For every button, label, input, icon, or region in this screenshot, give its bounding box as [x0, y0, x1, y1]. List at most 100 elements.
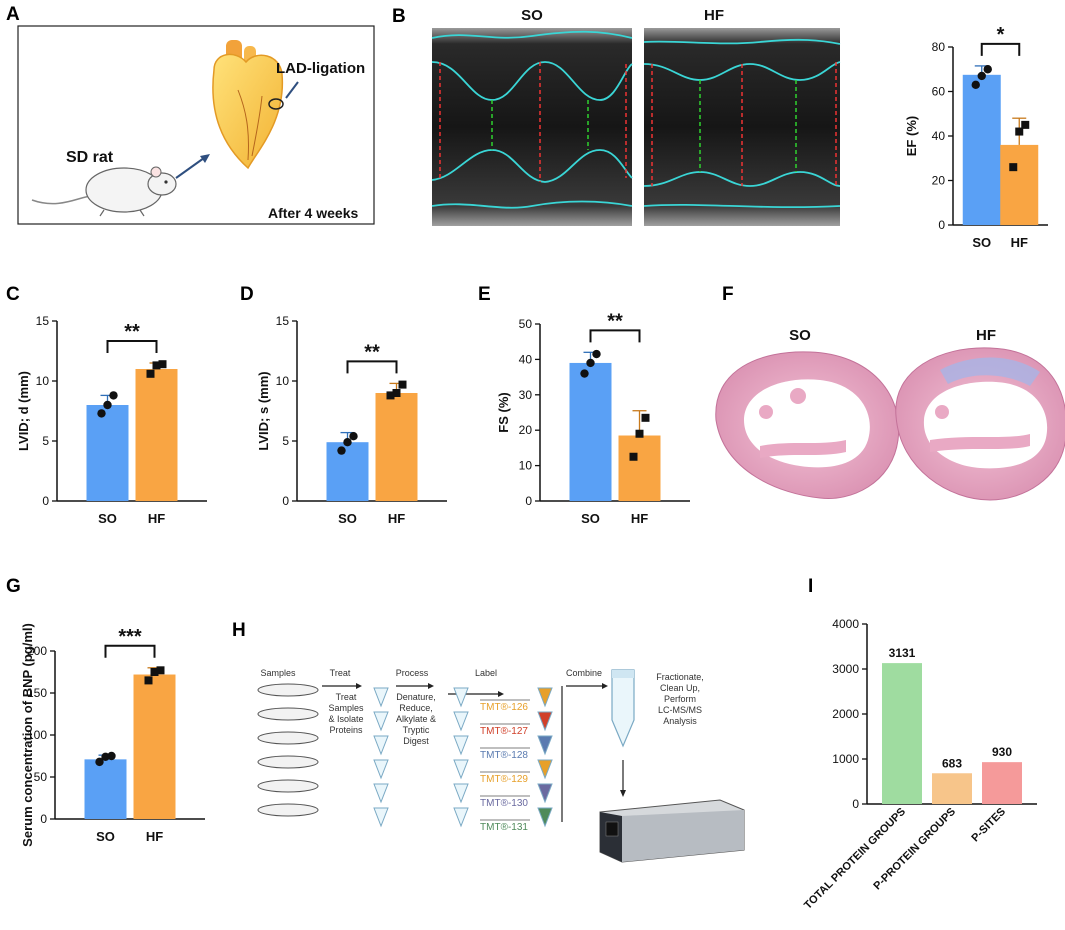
treat-desc-3: & Isolate — [328, 714, 363, 724]
tube-combined — [611, 669, 635, 748]
rat-label: SD rat — [66, 149, 114, 166]
y-tick-label: 5 — [42, 434, 49, 448]
panel-a-illustration: SD rat LAD-ligation After 4 weeks — [17, 25, 375, 225]
echo-images: SO HF — [431, 7, 841, 226]
echo-label-so: SO — [521, 7, 543, 24]
bar-total-protein-groups — [882, 663, 922, 804]
histology-section-so — [715, 351, 900, 500]
category-label: SO — [96, 829, 115, 844]
panel-label-h: H — [232, 620, 246, 641]
data-point — [144, 676, 153, 685]
significance-bracket — [106, 340, 158, 353]
treat-desc-4: Proteins — [329, 725, 363, 735]
category-label: SO — [581, 511, 600, 526]
combine-desc-3: Perform — [664, 694, 696, 704]
duration-label: After 4 weeks — [268, 205, 358, 221]
data-point — [343, 438, 352, 447]
y-tick-label: 40 — [519, 352, 533, 366]
data-point — [337, 446, 346, 455]
data-point — [158, 360, 167, 369]
bar-value-label: 930 — [992, 745, 1012, 759]
category-label: SO — [98, 511, 117, 526]
chart-bnp: 0 50 100 150 200 SO HF Serum concentration of B… — [20, 623, 205, 847]
tmt-workflow: Samples Treat Process Label Combine — [257, 668, 745, 863]
process-desc-4: Tryptic — [403, 725, 430, 735]
category-label: HF — [146, 829, 163, 844]
category-label: SO — [338, 511, 357, 526]
y-tick-label: 15 — [276, 314, 290, 328]
significance-label: ** — [124, 321, 140, 343]
data-point — [592, 349, 601, 359]
y-tick-label: 15 — [36, 314, 50, 328]
significance-bracket — [346, 360, 398, 374]
panel-label-c: C — [6, 284, 20, 305]
y-tick-label: 0 — [42, 494, 49, 508]
y-tick-label: 60 — [932, 85, 946, 99]
bar-p-protein-groups — [932, 773, 972, 804]
data-point — [386, 391, 395, 400]
data-point — [156, 666, 165, 675]
bar-hf — [133, 674, 176, 819]
y-axis-title: EF (%) — [904, 116, 919, 156]
bar-so — [326, 442, 369, 501]
tmt-underlines — [480, 699, 530, 821]
data-point — [103, 400, 112, 410]
workflow-arrows — [322, 685, 624, 792]
significance-label: * — [997, 24, 1005, 46]
arrow-icon — [175, 157, 205, 179]
category-label: P-PROTEIN GROUPS — [871, 806, 958, 893]
panel-label-f: F — [722, 284, 734, 305]
data-point — [641, 413, 650, 422]
combine-desc-1: Fractionate, — [656, 672, 704, 682]
y-tick-label: 100 — [27, 728, 47, 742]
treat-desc-1: Treat — [336, 692, 357, 702]
y-tick-label: 5 — [282, 434, 289, 448]
process-desc-1: Denature, — [396, 692, 436, 702]
step-treat: Treat — [330, 668, 351, 678]
tube-column-2 — [453, 687, 469, 828]
data-point — [109, 391, 118, 400]
tube-column-3 — [537, 687, 553, 828]
chart-lvid-d: 0 5 10 15 SO HF LVID; d (mm) ** — [16, 314, 207, 526]
data-point — [983, 65, 992, 74]
bar-so — [84, 759, 127, 819]
combine-desc-4: LC-MS/MS — [658, 705, 702, 715]
echo-label-hf: HF — [704, 7, 724, 24]
tmt-label-126: TMT®-126 — [480, 702, 528, 713]
tmt-label-127: TMT®-127 — [480, 726, 528, 737]
y-tick-label: 50 — [519, 317, 533, 331]
y-tick-label: 0 — [852, 797, 859, 811]
histology-label-hf: HF — [976, 327, 996, 344]
bar-so — [86, 405, 129, 501]
panel-label-a: A — [6, 4, 20, 25]
mass-spectrometer-illustration — [599, 799, 745, 863]
category-label: HF — [1011, 235, 1028, 250]
chart-proteomics: 0 1000 2000 3000 4000 3131 TOTAL PROTEIN GROUP… — [802, 617, 1037, 912]
bar-p-sites — [982, 762, 1022, 804]
bar-hf — [1000, 144, 1039, 225]
sample-dishes — [257, 683, 319, 817]
y-tick-label: 200 — [27, 644, 47, 658]
y-tick-label: 20 — [932, 174, 946, 188]
data-point — [97, 409, 106, 418]
bar-so — [962, 74, 1001, 225]
significance-label: ** — [607, 310, 623, 332]
data-point — [586, 358, 595, 368]
y-tick-label: 10 — [519, 459, 533, 473]
y-tick-label: 0 — [525, 494, 532, 508]
category-label: HF — [388, 511, 405, 526]
category-label: TOTAL PROTEIN GROUPS — [802, 806, 908, 912]
data-point — [971, 80, 980, 90]
process-desc-3: Alkylate & — [396, 714, 436, 724]
category-label: SO — [972, 235, 991, 250]
tmt-label-131: TMT®-131 — [480, 822, 528, 833]
bar-value-label: 3131 — [889, 646, 916, 660]
y-axis-title: LVID; d (mm) — [16, 371, 31, 451]
significance-bracket — [589, 329, 641, 343]
ligation-label: LAD-ligation — [276, 60, 365, 77]
tmt-label-129: TMT®-129 — [480, 774, 528, 785]
step-samples: Samples — [260, 668, 296, 678]
combine-desc-2: Clean Up, — [660, 683, 700, 693]
ligation-arrow-icon — [285, 81, 299, 99]
